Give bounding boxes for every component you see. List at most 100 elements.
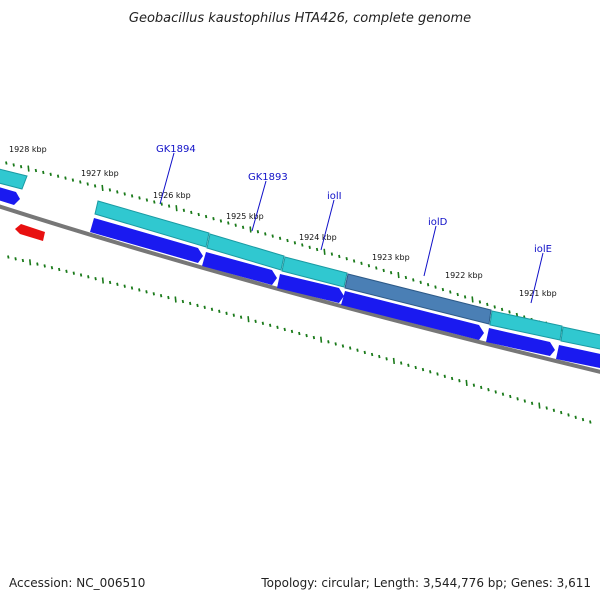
- minor-tick: [58, 267, 61, 272]
- minor-tick: [42, 170, 45, 175]
- minor-tick: [338, 254, 341, 259]
- gene-label-ioli[interactable]: iolI: [327, 191, 342, 202]
- minor-tick: [412, 278, 415, 282]
- minor-tick: [407, 363, 410, 367]
- minor-tick: [203, 305, 206, 309]
- gene-feature-gk1893[interactable]: [206, 233, 285, 271]
- minor-tick: [196, 303, 199, 308]
- minor-tick: [367, 264, 371, 268]
- minor-tick: [86, 182, 89, 186]
- minor-tick: [356, 348, 359, 352]
- tick-label: 1927 kbp: [81, 169, 119, 178]
- minor-tick: [352, 259, 356, 263]
- minor-tick: [385, 357, 388, 361]
- major-tick: [397, 272, 400, 279]
- minor-tick: [486, 302, 489, 307]
- minor-tick: [458, 379, 461, 383]
- minor-tick: [145, 290, 148, 294]
- accession-label: Accession: NC_006510: [9, 576, 146, 590]
- minor-tick: [436, 372, 439, 376]
- minor-tick: [472, 383, 476, 387]
- minor-tick: [65, 269, 68, 273]
- major-tick: [29, 259, 32, 266]
- cds-feature[interactable]: [0, 186, 20, 205]
- minor-tick: [234, 223, 237, 227]
- minor-tick: [21, 258, 25, 263]
- minor-tick: [421, 367, 425, 372]
- minor-tick: [94, 277, 97, 281]
- minor-tick: [290, 329, 294, 334]
- minor-tick: [79, 273, 83, 277]
- minor-tick: [108, 188, 112, 192]
- tick-label: 1925 kbp: [226, 212, 264, 221]
- tick-label: 1923 kbp: [372, 253, 410, 262]
- leader-line: [423, 225, 437, 277]
- minor-tick: [79, 180, 82, 184]
- cds-feature-gk1894[interactable]: [90, 218, 203, 263]
- minor-tick: [327, 340, 330, 344]
- gene-track: [0, 168, 600, 350]
- cds-feature-gk1893[interactable]: [202, 252, 277, 285]
- minor-tick: [404, 275, 408, 280]
- minor-tick: [515, 312, 519, 317]
- gene-feature-ioli[interactable]: [281, 256, 348, 288]
- gene-label-iole[interactable]: iolE: [534, 244, 552, 255]
- gene-feature[interactable]: [560, 326, 600, 350]
- major-tick: [174, 296, 177, 303]
- minor-tick: [509, 394, 512, 399]
- minor-tick: [360, 261, 363, 265]
- minor-tick: [523, 399, 526, 403]
- minor-tick: [71, 178, 75, 182]
- minor-tick: [271, 234, 274, 238]
- minor-tick: [315, 247, 319, 252]
- minor-tick: [264, 232, 267, 236]
- gene-feature-iold[interactable]: [344, 273, 492, 325]
- minor-tick: [560, 410, 563, 415]
- gene-labels: GK1894 GK1893 iolI iolD iolE: [156, 144, 552, 255]
- minor-tick: [382, 268, 385, 273]
- minor-tick: [341, 344, 345, 348]
- minor-tick: [301, 243, 304, 247]
- minor-tick: [239, 315, 243, 319]
- minor-tick: [501, 392, 505, 396]
- major-tick: [465, 379, 468, 386]
- minor-tick: [269, 323, 272, 327]
- minor-tick: [574, 415, 577, 419]
- gene-label-iold[interactable]: iolD: [428, 217, 448, 228]
- minor-tick: [581, 417, 585, 422]
- gene-feature-iole[interactable]: [489, 310, 563, 341]
- map-title: Geobacillus kaustophilus HTA426, complet…: [129, 11, 471, 26]
- minor-tick: [530, 401, 534, 405]
- minor-tick: [286, 238, 289, 243]
- minor-tick: [167, 204, 171, 208]
- gene-label-gk1893[interactable]: GK1893: [248, 172, 288, 183]
- minor-tick: [123, 284, 126, 288]
- minor-tick: [190, 210, 193, 215]
- gene-label-leaders: [159, 152, 544, 304]
- tick-label: 1926 kbp: [153, 191, 191, 200]
- minor-tick: [370, 352, 374, 357]
- genome-backbone: [0, 204, 600, 374]
- minor-tick: [494, 390, 497, 394]
- gene-feature[interactable]: [0, 168, 28, 190]
- minor-tick: [130, 194, 134, 198]
- minor-tick: [34, 168, 38, 173]
- minor-tick: [508, 310, 511, 314]
- minor-tick: [293, 241, 297, 245]
- minor-tick: [545, 406, 548, 410]
- minor-tick: [56, 174, 60, 178]
- minor-tick: [305, 333, 308, 338]
- cds-feature-iold[interactable]: [341, 291, 484, 340]
- minor-tick: [210, 307, 214, 311]
- cds-feature-ioli[interactable]: [277, 274, 344, 303]
- gene-feature-gk1894[interactable]: [94, 200, 210, 248]
- minor-tick: [389, 271, 393, 275]
- rna-feature[interactable]: [15, 224, 45, 241]
- minor-tick: [441, 287, 445, 292]
- minor-tick: [450, 376, 454, 381]
- cds-feature[interactable]: [556, 345, 600, 369]
- cds-feature-iole[interactable]: [486, 328, 555, 356]
- minor-tick: [64, 176, 67, 180]
- gene-label-gk1894[interactable]: GK1894: [156, 144, 196, 155]
